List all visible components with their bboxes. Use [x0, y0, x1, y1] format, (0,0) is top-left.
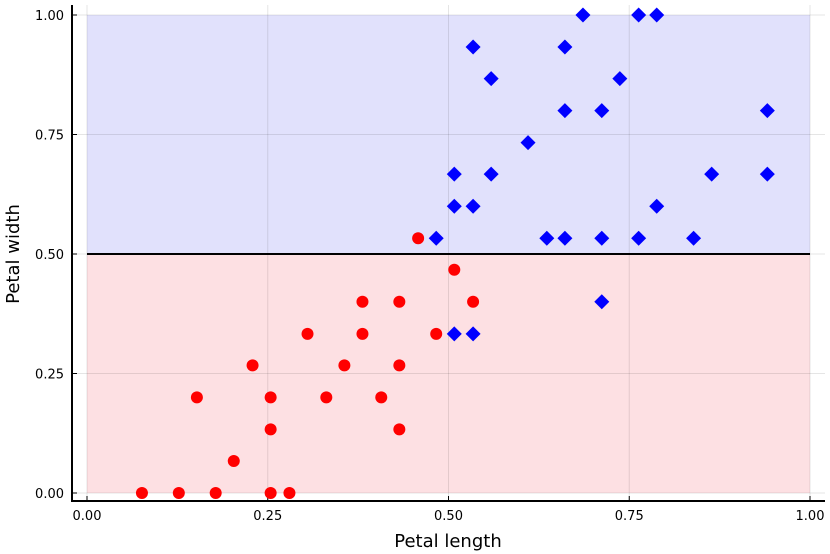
red-point — [301, 327, 314, 340]
blue-point — [631, 230, 647, 246]
red-point — [356, 295, 369, 308]
blue-point — [483, 71, 499, 87]
class-regions — [87, 15, 810, 493]
blue-point — [594, 230, 610, 246]
red-point — [264, 391, 277, 404]
blue-point — [557, 230, 573, 246]
red-point — [393, 423, 406, 436]
blue-point — [631, 7, 647, 23]
red-point — [338, 359, 351, 372]
red-point — [172, 487, 185, 499]
red-point — [356, 327, 369, 340]
red-point — [190, 391, 203, 404]
blue-point — [446, 198, 462, 214]
blue-point — [759, 103, 775, 119]
blue-point — [557, 39, 573, 55]
region-1 — [87, 254, 810, 493]
blue-point — [594, 294, 610, 310]
blue-point — [759, 166, 775, 182]
blue-point — [465, 198, 481, 214]
blue-point — [557, 103, 573, 119]
x-tick-label: 0.00 — [73, 509, 102, 524]
blue-point — [612, 71, 628, 87]
blue-point — [520, 135, 536, 151]
red-point — [246, 359, 259, 372]
red-point — [393, 359, 406, 372]
blue-point — [704, 166, 720, 182]
y-tick-label: 0.50 — [35, 248, 64, 263]
blue-point — [649, 198, 665, 214]
y-tick-label: 0.00 — [35, 487, 64, 502]
red-point — [320, 391, 333, 404]
y-axis-label: Petal width — [3, 204, 24, 304]
red-point — [412, 232, 425, 245]
red-point — [209, 487, 222, 499]
red-point — [227, 454, 240, 467]
blue-point — [446, 166, 462, 182]
red-point — [283, 487, 296, 499]
red-point — [375, 391, 388, 404]
x-tick-label: 0.25 — [253, 509, 282, 524]
y-tick-label: 0.25 — [35, 368, 64, 383]
red-point — [264, 423, 277, 436]
x-axis-label: Petal length — [394, 531, 501, 552]
blue-point — [428, 230, 444, 246]
blue-point — [575, 7, 591, 23]
blue-point — [465, 326, 481, 342]
x-tick-label: 1.00 — [796, 509, 825, 524]
tick-labels: 0.00 0.25 0.50 0.75 1.00 0.00 0.25 0.50 0.75 1.00 — [35, 9, 824, 524]
red-point — [264, 487, 277, 499]
blue-point — [686, 230, 702, 246]
red-point — [430, 327, 443, 340]
blue-point — [483, 166, 499, 182]
x-tick-label: 0.75 — [615, 509, 644, 524]
x-tick-label: 0.50 — [434, 509, 463, 524]
red-point — [467, 295, 480, 308]
blue-point — [649, 7, 665, 23]
blue-point — [539, 230, 555, 246]
red-point — [393, 295, 406, 308]
blue-point — [446, 326, 462, 342]
y-tick-label: 0.75 — [35, 129, 64, 144]
blue-point — [465, 39, 481, 55]
data-points — [135, 7, 775, 499]
blue-point — [594, 103, 610, 119]
y-tick-label: 1.00 — [35, 9, 64, 24]
red-point — [135, 487, 148, 499]
region-0 — [87, 15, 810, 254]
red-point — [448, 263, 461, 276]
